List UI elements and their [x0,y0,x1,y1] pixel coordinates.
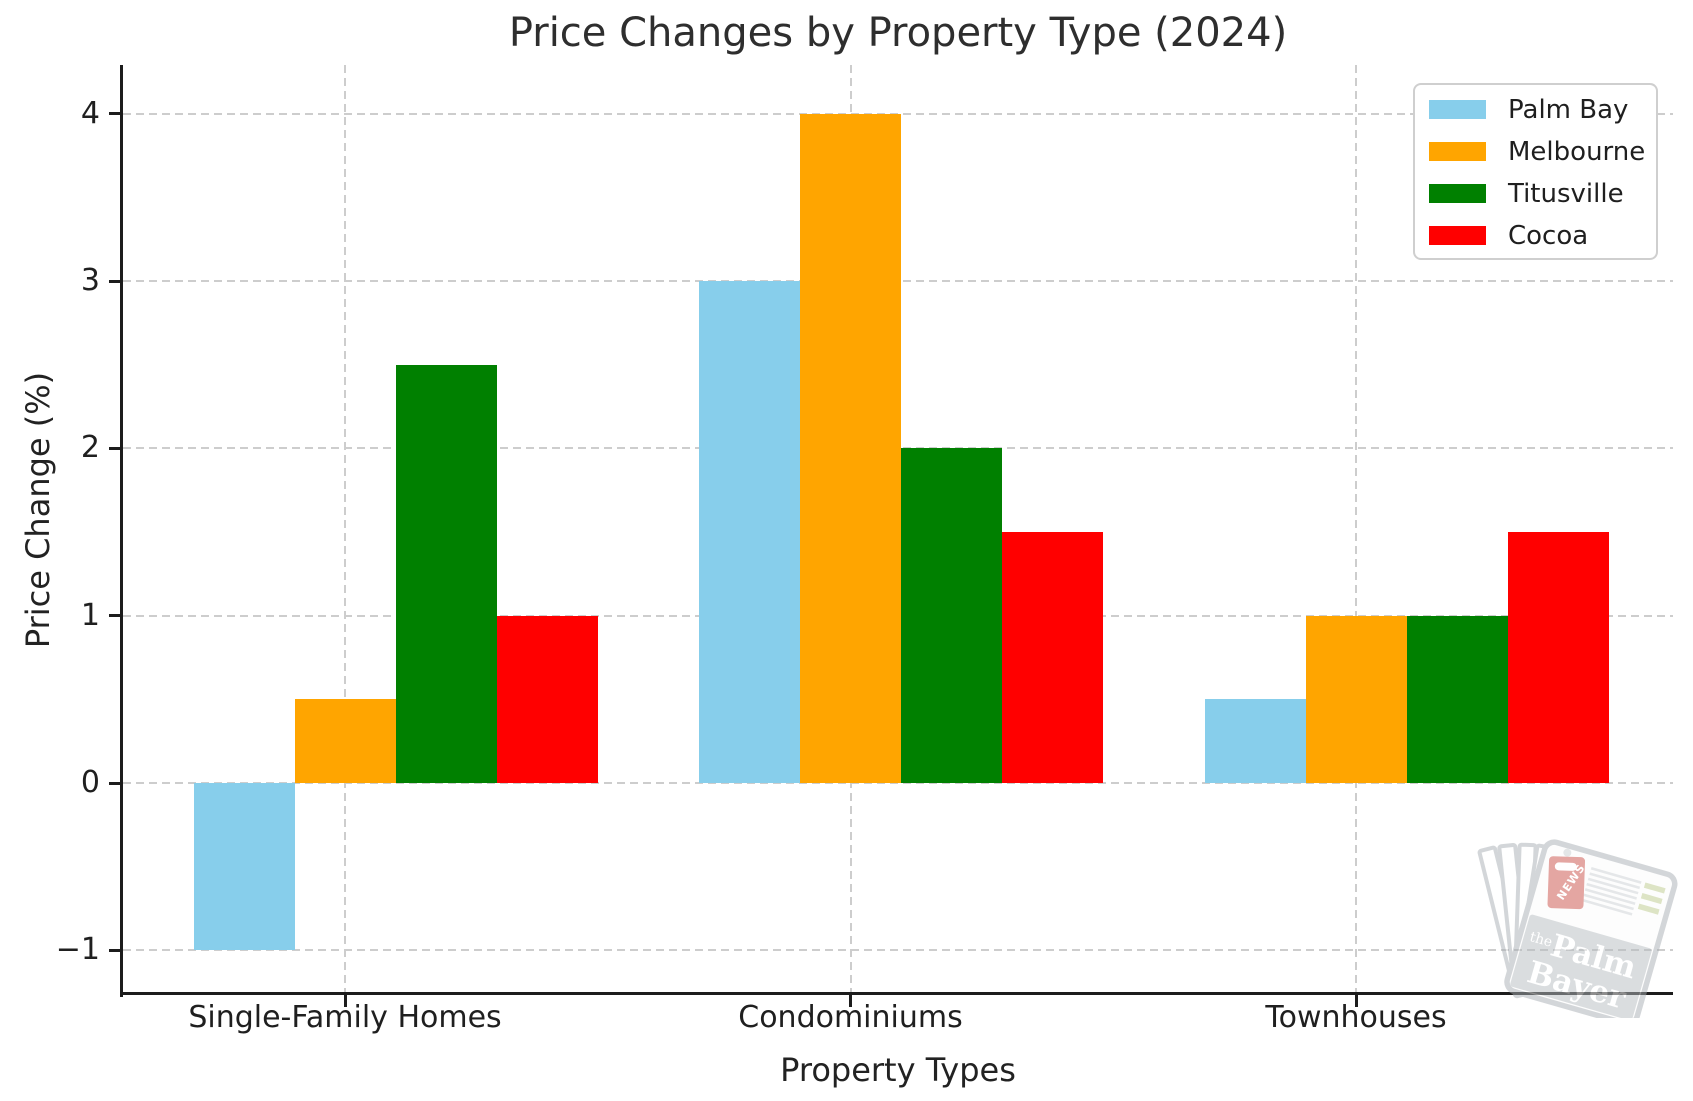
masthead-the: the [1528,929,1554,951]
newspaper-watermark: NEWS the Palm Bayer [1477,839,1678,1018]
y-tick--1 [109,948,123,952]
legend-label-1: Melbourne [1508,136,1646,167]
y-tick-4 [109,112,123,116]
legend-swatch-1 [1429,142,1486,161]
bar-palm-bay-0 [193,783,295,951]
bar-palm-bay-2 [1204,699,1306,783]
bar-titusville-2 [1406,615,1508,783]
masthead-panel [1510,914,1652,1018]
bar-melbourne-1 [800,113,901,783]
y-tick-2 [109,446,123,450]
legend-label-2: Titusville [1508,178,1624,209]
legend-label-3: Cocoa [1508,220,1589,251]
y-tick-1 [109,614,123,618]
chart-title: Price Changes by Property Type (2024) [508,10,1288,56]
x-axis-spine [120,992,1673,995]
bar-titusville-0 [395,364,497,783]
bar-cocoa-1 [1002,532,1103,783]
y-tick-label-1: 1 [80,597,100,633]
news-tag: NEWS [1547,848,1588,910]
bar-cocoa-2 [1507,532,1609,783]
v-gridline-0 [344,65,346,994]
y-tick-3 [109,279,123,283]
x-tick-label-1: Condominiums [738,1000,963,1035]
legend-item-titusville: Titusville [1429,176,1624,211]
legend-item-melbourne: Melbourne [1429,134,1645,169]
bar-palm-bay-1 [699,281,800,783]
y-tick-label--1: −1 [55,932,100,968]
x-tick-label-2: Townhouses [1265,1000,1447,1035]
y-tick-label-4: 4 [80,95,100,131]
legend-swatch-3 [1429,226,1486,245]
h-gridline-0 [123,782,1673,784]
olive-lines [1637,882,1666,915]
headline-lines [1581,867,1642,916]
bar-titusville-1 [901,448,1002,783]
legend-swatch-2 [1429,184,1486,203]
y-tick-label-2: 2 [80,430,100,466]
legend-item-palm-bay: Palm Bay [1429,92,1628,127]
legend: Palm Bay Melbourne Titusville Cocoa [1413,83,1658,260]
y-axis-spine [120,65,123,997]
h-gridline--1 [123,949,1673,952]
x-tick-label-0: Single-Family Homes [188,1000,502,1035]
x-tick-0 [343,994,347,1007]
y-tick-label-0: 0 [80,764,100,800]
y-tick-label-3: 3 [80,262,100,298]
bar-melbourne-0 [294,699,396,783]
x-axis-label: Property Types [780,1051,1016,1089]
x-tick-2 [1354,994,1358,1007]
bar-melbourne-2 [1305,615,1407,783]
legend-label-0: Palm Bay [1508,94,1629,125]
v-gridline-2 [1355,65,1357,994]
y-tick-0 [109,781,123,785]
bar-cocoa-0 [496,615,598,783]
legend-item-cocoa: Cocoa [1429,218,1588,253]
legend-swatch-0 [1429,100,1486,119]
x-tick-1 [849,994,852,1007]
